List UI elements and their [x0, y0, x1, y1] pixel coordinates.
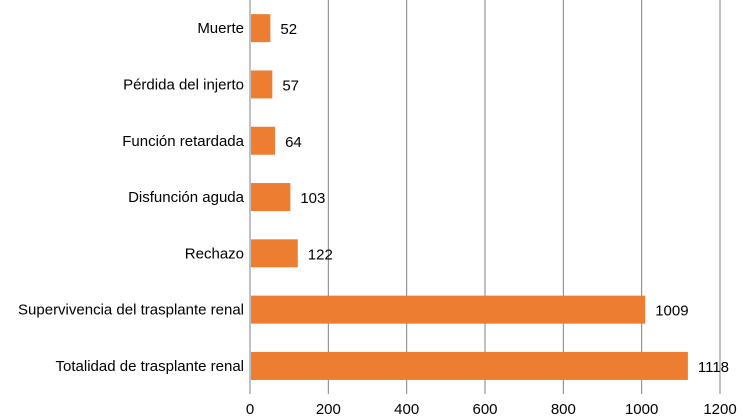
data-label-4: 122 — [308, 246, 333, 263]
x-tick-label-1000: 1000 — [625, 401, 658, 417]
category-label-4: Rechazo — [185, 245, 244, 262]
bar-2 — [251, 126, 276, 155]
data-label-6: 1118 — [698, 359, 729, 376]
data-label-5: 1009 — [655, 303, 688, 320]
bar-3 — [251, 183, 291, 212]
x-tick-label-400: 400 — [394, 401, 419, 417]
bar-1 — [251, 70, 273, 99]
data-label-2: 64 — [285, 134, 302, 151]
category-label-2: Función retardada — [122, 133, 244, 150]
value-labels: 52 57 64 103 122 1009 1118 — [280, 21, 729, 376]
data-label-1: 57 — [282, 77, 299, 94]
category-label-5: Supervivencia del trasplante renal — [18, 302, 244, 319]
data-label-3: 103 — [300, 190, 325, 207]
x-tick-labels: 0 200 400 600 800 1000 1200 — [246, 401, 737, 417]
x-tick-label-600: 600 — [472, 401, 497, 417]
category-label-1: Pérdida del injerto — [123, 76, 244, 93]
bar-6 — [251, 351, 688, 380]
category-label-6: Totalidad de trasplante renal — [56, 358, 244, 375]
grid-lines — [249, 0, 721, 394]
x-tick-label-200: 200 — [316, 401, 341, 417]
category-label-3: Disfunción aguda — [128, 189, 245, 206]
x-tick-label-800: 800 — [551, 401, 576, 417]
category-labels: Muerte Pérdida del injerto Función retarda… — [18, 20, 245, 375]
bar-5 — [251, 295, 646, 324]
data-label-0: 52 — [280, 21, 297, 38]
bar-4 — [251, 239, 298, 268]
x-tick-label-1200: 1200 — [703, 401, 736, 417]
category-label-0: Muerte — [197, 20, 244, 37]
bar-0 — [251, 14, 271, 43]
x-tick-label-0: 0 — [246, 401, 254, 417]
bars — [251, 14, 688, 380]
